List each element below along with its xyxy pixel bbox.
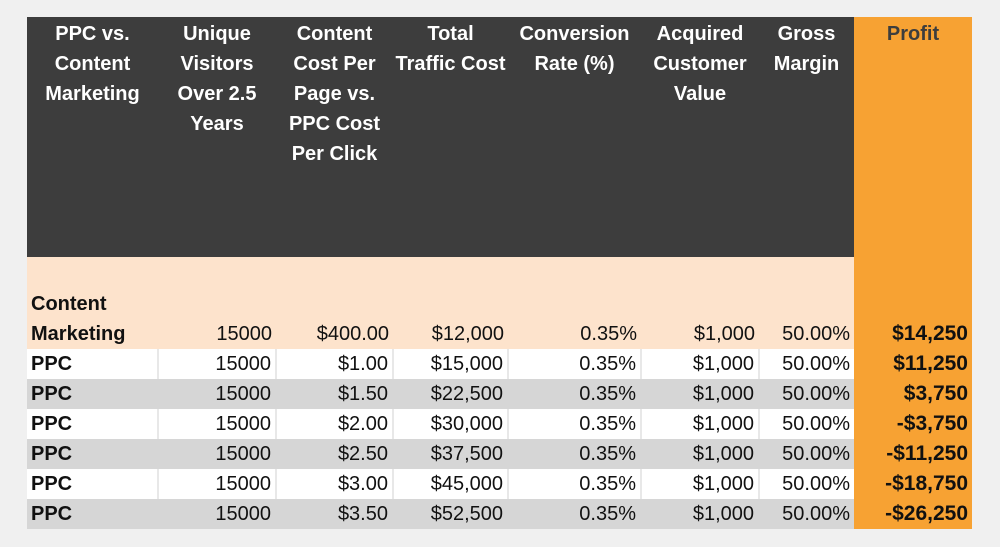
table-cell: $30,000 xyxy=(392,409,508,439)
row-label: PPC xyxy=(27,469,158,499)
table-cell: $1,000 xyxy=(640,439,759,469)
table-cell: 50.00% xyxy=(758,349,854,379)
table-cell: 15000 xyxy=(157,439,276,469)
profit-cell: -$3,750 xyxy=(854,409,972,439)
profit-cell: -$11,250 xyxy=(854,439,972,469)
table-cell: $1,000 xyxy=(640,379,759,409)
table-cell: $1,000 xyxy=(640,469,759,499)
row-label: PPC xyxy=(27,409,158,439)
table-cell: $1,000 xyxy=(640,349,759,379)
table-cell: 15000 xyxy=(157,469,276,499)
table-cell: $1,000 xyxy=(640,409,759,439)
table-cell: 50.00% xyxy=(758,499,854,529)
table-cell: 0.35% xyxy=(507,469,641,499)
table-cell: 0.35% xyxy=(508,257,641,349)
column-header: Profit xyxy=(854,17,972,257)
table-cell: 0.35% xyxy=(507,409,641,439)
table-cell: 50.00% xyxy=(759,257,854,349)
table-cell: 0.35% xyxy=(507,349,641,379)
table-cell: $22,500 xyxy=(392,379,508,409)
table-cell: 15000 xyxy=(157,379,276,409)
header-row: PPC vs. Content Marketing Unique Visitors… xyxy=(27,17,972,257)
ppc-vs-content-table: PPC vs. Content Marketing Unique Visitors… xyxy=(27,17,972,529)
column-header: Gross Margin xyxy=(759,17,854,257)
table-cell: $2.50 xyxy=(275,439,393,469)
table-row: PPC 15000 $2.00 $30,000 0.35% $1,000 50.00% -$3… xyxy=(27,409,972,439)
row-label: Content Marketing xyxy=(27,257,158,349)
table-cell: $15,000 xyxy=(392,349,508,379)
table-cell: $37,500 xyxy=(392,439,508,469)
profit-cell: -$18,750 xyxy=(854,469,972,499)
column-header: Acquired Customer Value xyxy=(641,17,759,257)
row-label: PPC xyxy=(27,379,158,409)
table-cell: $3.00 xyxy=(275,469,393,499)
profit-cell: $3,750 xyxy=(854,379,972,409)
table-cell: $400.00 xyxy=(276,257,393,349)
table-cell: $1.50 xyxy=(275,379,393,409)
table-cell: 50.00% xyxy=(758,439,854,469)
profit-cell: $14,250 xyxy=(854,257,972,349)
table-cell: 50.00% xyxy=(758,469,854,499)
table-row: Content Marketing 15000 $400.00 $12,000 0.35%… xyxy=(27,257,972,349)
row-label: PPC xyxy=(27,349,158,379)
table-cell: $1.00 xyxy=(275,349,393,379)
table-row: PPC 15000 $3.00 $45,000 0.35% $1,000 50.00% -$1… xyxy=(27,469,972,499)
table-row: PPC 15000 $1.00 $15,000 0.35% $1,000 50.00% $11… xyxy=(27,349,972,379)
column-header: Content Cost Per Page vs. PPC Cost Per C… xyxy=(276,17,393,257)
table-cell: 0.35% xyxy=(507,439,641,469)
table-row: PPC 15000 $3.50 $52,500 0.35% $1,000 50.00% -$2… xyxy=(27,499,972,529)
table-cell: 15000 xyxy=(157,349,276,379)
profit-cell: $11,250 xyxy=(854,349,972,379)
table-cell: 50.00% xyxy=(758,409,854,439)
table-cell: $1,000 xyxy=(640,499,759,529)
table-row: PPC 15000 $2.50 $37,500 0.35% $1,000 50.00% -$1… xyxy=(27,439,972,469)
column-header: Conversion Rate (%) xyxy=(508,17,641,257)
table-cell: 15000 xyxy=(157,409,276,439)
column-header: Unique Visitors Over 2.5 Years xyxy=(158,17,276,257)
table-cell: $52,500 xyxy=(392,499,508,529)
column-header: PPC vs. Content Marketing xyxy=(27,17,158,257)
table-cell: $1,000 xyxy=(641,257,759,349)
profit-cell: -$26,250 xyxy=(854,499,972,529)
table-row: PPC 15000 $1.50 $22,500 0.35% $1,000 50.00% $3,… xyxy=(27,379,972,409)
table-cell: $12,000 xyxy=(393,257,508,349)
table-cell: $45,000 xyxy=(392,469,508,499)
table-cell: 0.35% xyxy=(507,499,641,529)
table-cell: $3.50 xyxy=(275,499,393,529)
table-cell: 0.35% xyxy=(507,379,641,409)
table-cell: 50.00% xyxy=(758,379,854,409)
table-cell: 15000 xyxy=(158,257,276,349)
table-cell: $2.00 xyxy=(275,409,393,439)
row-label: PPC xyxy=(27,499,158,529)
row-label: PPC xyxy=(27,439,158,469)
table-cell: 15000 xyxy=(157,499,276,529)
column-header: Total Traffic Cost xyxy=(393,17,508,257)
